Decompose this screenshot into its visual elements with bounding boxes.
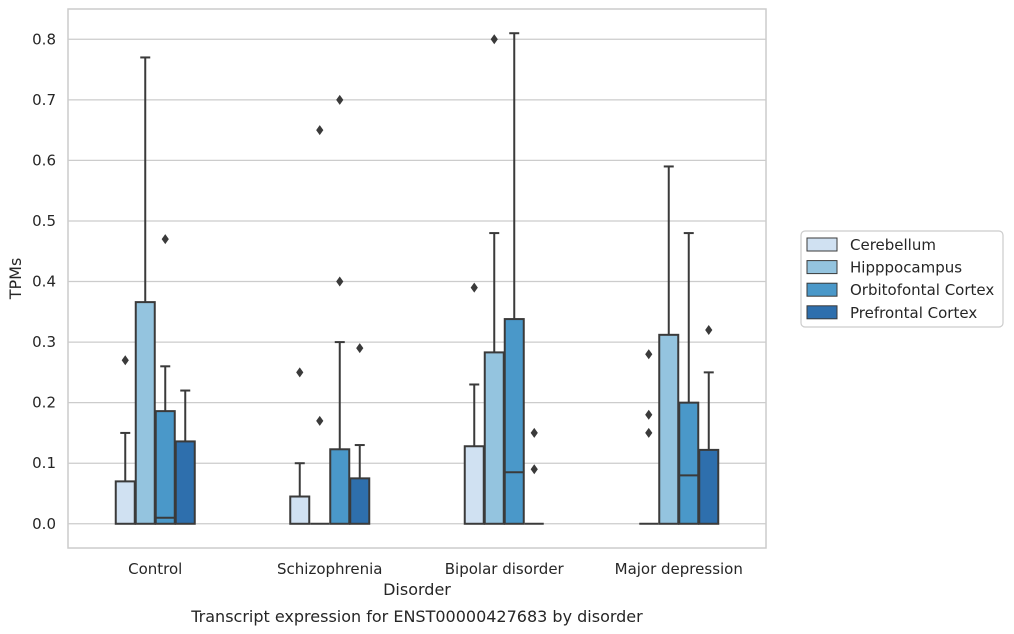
box	[503, 318, 525, 525]
y-tick-label: 0.1	[32, 454, 56, 472]
box	[114, 480, 136, 525]
legend-swatch	[806, 260, 838, 275]
legend-swatch	[806, 237, 838, 252]
y-tick-label: 0.6	[32, 151, 56, 169]
outlier-point	[316, 125, 324, 136]
y-tick-label: 0.3	[32, 333, 56, 351]
box	[289, 495, 311, 525]
legend-label: Hipppocampus	[850, 259, 962, 277]
box	[329, 448, 351, 525]
legend-label: Orbitofontal Cortex	[850, 281, 994, 299]
y-tick-label: 0.0	[32, 515, 56, 533]
plot-marks	[114, 32, 720, 525]
y-tick-label: 0.4	[32, 273, 56, 291]
outlier-point	[296, 367, 304, 378]
y-tick-label: 0.5	[32, 212, 56, 230]
x-axis-title: Disorder	[383, 580, 451, 599]
box	[154, 410, 176, 525]
legend-label: Cerebellum	[850, 236, 936, 254]
box	[463, 445, 485, 525]
legend-frame	[800, 230, 1004, 328]
legend-swatch	[806, 282, 838, 297]
y-axis-ticks: 0.0 0.1 0.2 0.3 0.4 0.5 0.6 0.7 0.8	[32, 30, 56, 532]
y-tick-label: 0.2	[32, 394, 56, 412]
outlier-point	[121, 355, 129, 366]
y-tick-label: 0.7	[32, 91, 56, 109]
box	[134, 301, 156, 525]
outlier-point	[530, 427, 538, 438]
outlier-point	[316, 415, 324, 426]
y-tick-label: 0.8	[32, 30, 56, 48]
x-tick-label: Major depression	[615, 560, 743, 578]
x-tick-label: Control	[128, 560, 182, 578]
x-tick-label: Bipolar disorder	[445, 560, 565, 578]
outlier-point	[336, 276, 344, 287]
box	[658, 333, 680, 525]
legend: Cerebellum Hipppocampus Orbitofontal Corte…	[800, 230, 1004, 328]
outlier-point	[530, 464, 538, 475]
x-tick-label: Schizophrenia	[277, 560, 382, 578]
box	[349, 477, 371, 525]
box	[698, 448, 720, 525]
outlier-point	[336, 94, 344, 105]
outlier-point	[705, 324, 713, 335]
legend-label: Prefrontal Cortex	[850, 304, 977, 322]
outlier-point	[161, 234, 169, 245]
outlier-point	[645, 409, 653, 420]
outlier-point	[490, 34, 498, 45]
legend-swatch	[806, 305, 838, 320]
box	[483, 351, 505, 525]
outlier-point	[645, 427, 653, 438]
chart-caption: Transcript expression for ENST0000042768…	[190, 607, 643, 626]
y-axis-title: TPMs	[6, 258, 25, 301]
outlier-point	[470, 282, 478, 293]
plot-frame	[67, 8, 767, 549]
box	[174, 440, 196, 525]
box	[678, 401, 700, 525]
x-axis-ticks: Control Schizophrenia Bipolar disorder Majo…	[128, 560, 743, 578]
outlier-point	[356, 343, 364, 354]
outlier-point	[645, 349, 653, 360]
